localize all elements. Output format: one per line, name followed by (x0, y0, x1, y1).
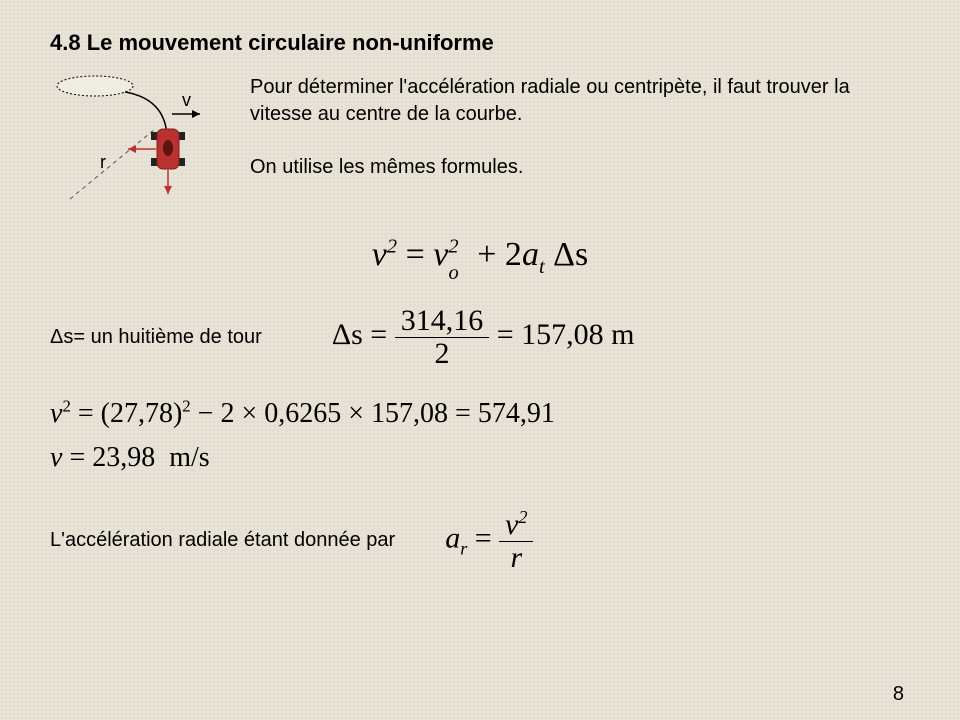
velocity-arrow-head (192, 110, 200, 118)
intro-paragraph-2: On utilise les mêmes formules. (250, 154, 910, 181)
f1-v0: v (433, 236, 448, 273)
v-squared-calc: v2 = (27,78)2 − 2 × 0,6265 × 157,08 = 57… (50, 397, 910, 430)
f1-a-sub: t (539, 256, 545, 278)
f1-v0-sub: o (449, 262, 459, 284)
radial-accel-formula: ar = v2 r (445, 508, 533, 573)
slide-content: 4.8 Le mouvement circulaire non-uniforme (0, 0, 960, 720)
f4-a: a (445, 522, 460, 555)
intro-paragraph-1: Pour déterminer l'accélération radiale o… (250, 74, 910, 128)
delta-s-formula: Δs = 314,16 2 = 157,08 m (332, 305, 635, 369)
f4-a-sub: r (460, 539, 467, 559)
radial-accel-text: L'accélération radiale étant donnée par (50, 527, 395, 554)
f1-v0-sup: 2 (448, 236, 458, 258)
f4-den: r (499, 542, 533, 574)
label-r: r (100, 152, 106, 173)
f4-eq: = (475, 522, 499, 555)
f1-plus: + 2 (477, 236, 522, 273)
f1-lhs-sup: 2 (387, 236, 397, 258)
start-ellipse (57, 76, 133, 96)
f2-num: 314,16 (395, 305, 490, 338)
section-title: 4.8 Le mouvement circulaire non-uniforme (50, 30, 910, 56)
kinematic-formula: v2 = v2o + 2at Δs (50, 236, 910, 279)
car-icon (151, 129, 185, 169)
label-v: v (182, 90, 191, 111)
delta-s-text: Δs= un huitième de tour (50, 324, 262, 351)
f2-den: 2 (395, 338, 490, 370)
f1-a: a (522, 236, 539, 273)
radial-accel-row: L'accélération radiale étant donnée par … (50, 508, 910, 573)
diagram-svg (50, 74, 220, 214)
v-result: v = 23,98 m/s (50, 442, 910, 474)
f4-num-sup: 2 (518, 507, 527, 527)
f1-lhs: v (372, 236, 387, 273)
f2-res: = 157,08 m (497, 318, 635, 351)
delta-s-row: Δs= un huitième de tour Δs = 314,16 2 = … (50, 305, 910, 369)
f1-eq: = (406, 236, 434, 273)
page-number: 8 (893, 683, 904, 706)
radius-line (70, 129, 155, 199)
diagram-and-intro: r v Pour déterminer l'accélération radia… (50, 74, 910, 214)
tangential-arrow-head (164, 186, 172, 194)
curve-diagram: r v (50, 74, 220, 214)
f2-lhs: Δs = (332, 318, 395, 351)
f1-ds: Δs (553, 236, 588, 273)
radial-arrow-head (128, 145, 136, 153)
f4-num: v (505, 508, 518, 541)
